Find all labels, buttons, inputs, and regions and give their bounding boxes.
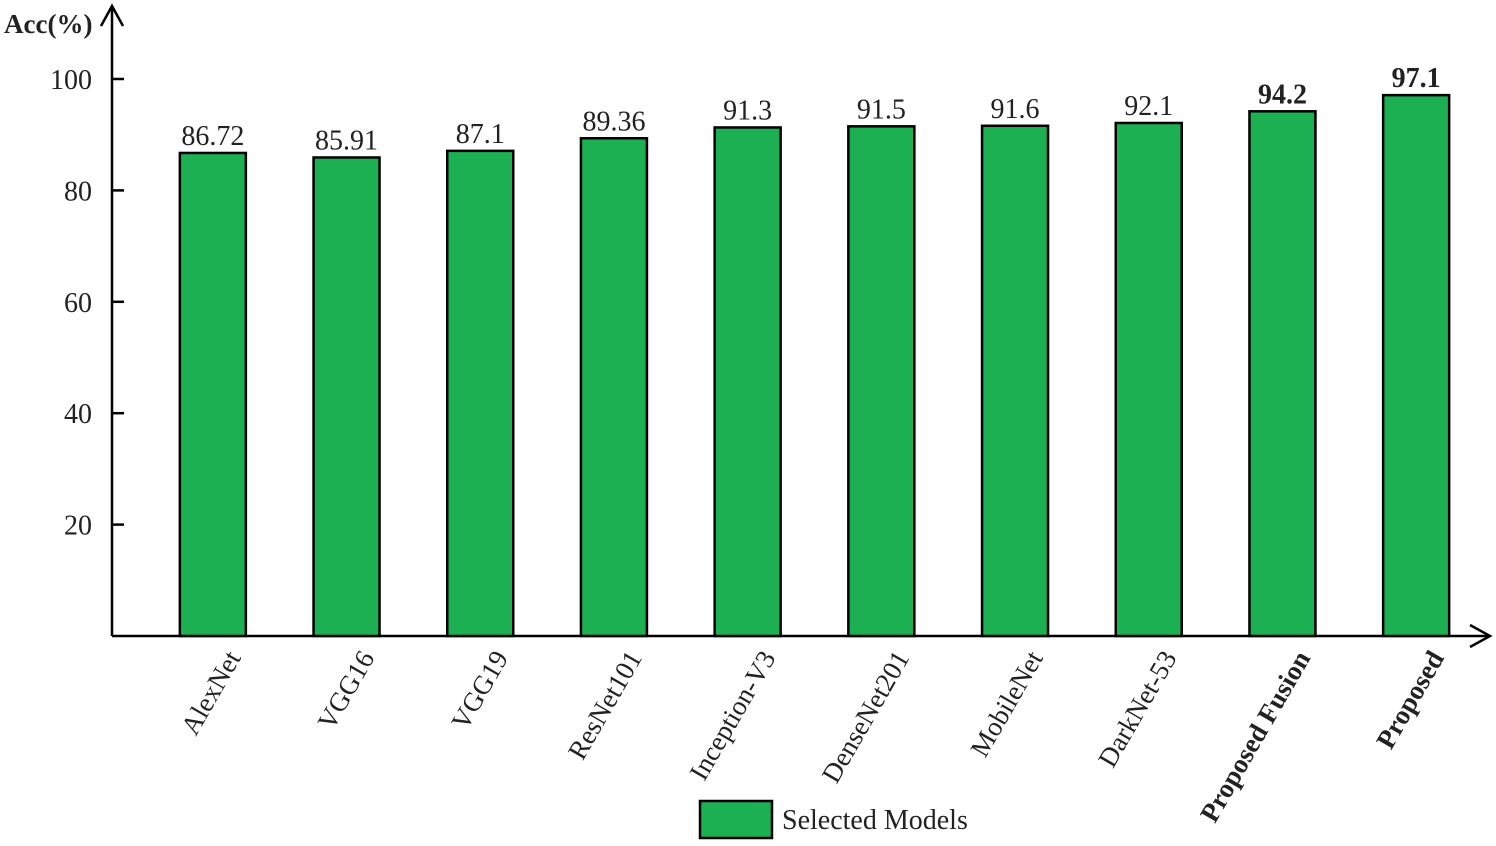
legend-swatch xyxy=(698,799,774,840)
y-tick-label: 60 xyxy=(64,288,92,319)
bar xyxy=(1381,93,1451,638)
value-label: 91.6 xyxy=(991,94,1040,125)
x-tick-label: ResNet101 xyxy=(562,646,648,765)
value-label: 97.1 xyxy=(1392,63,1441,94)
y-axis-label: Acc(%) xyxy=(4,9,92,39)
x-tick-label: DenseNet201 xyxy=(816,646,915,788)
bar xyxy=(579,137,649,638)
value-label: 86.72 xyxy=(181,121,244,152)
legend-label: Selected Models xyxy=(782,805,968,836)
value-label: 89.36 xyxy=(582,106,645,137)
bar xyxy=(446,149,515,638)
bar xyxy=(1248,110,1317,638)
x-tick-label: Proposed xyxy=(1370,646,1450,754)
bar xyxy=(980,124,1050,638)
x-tick-label: VGG19 xyxy=(445,646,514,735)
y-tick-label: 100 xyxy=(50,65,92,96)
value-label: 87.1 xyxy=(456,119,505,150)
x-tick-label: DarkNet-53 xyxy=(1092,646,1182,773)
x-tick-label: Proposed Fusion xyxy=(1194,646,1316,828)
value-label: 91.5 xyxy=(857,94,906,125)
x-tick-label: VGG16 xyxy=(312,646,381,735)
x-tick-label: Inception-V3 xyxy=(684,646,782,786)
x-tick-label: MobileNet xyxy=(964,645,1049,762)
y-tick-label: 80 xyxy=(64,176,92,207)
bar xyxy=(312,156,381,638)
x-axis-arrow xyxy=(1469,623,1493,649)
bar xyxy=(847,125,916,638)
y-tick-label: 20 xyxy=(64,511,92,542)
value-label: 92.1 xyxy=(1124,91,1173,122)
y-axis-arrow xyxy=(99,3,125,27)
value-label: 94.2 xyxy=(1258,79,1307,110)
bar xyxy=(178,151,248,638)
y-tick-label: 40 xyxy=(64,399,92,430)
x-tick-label: AlexNet xyxy=(175,645,247,740)
bar xyxy=(1114,121,1183,638)
bar xyxy=(713,126,782,638)
value-label: 91.3 xyxy=(723,95,772,126)
value-label: 85.91 xyxy=(315,125,378,156)
